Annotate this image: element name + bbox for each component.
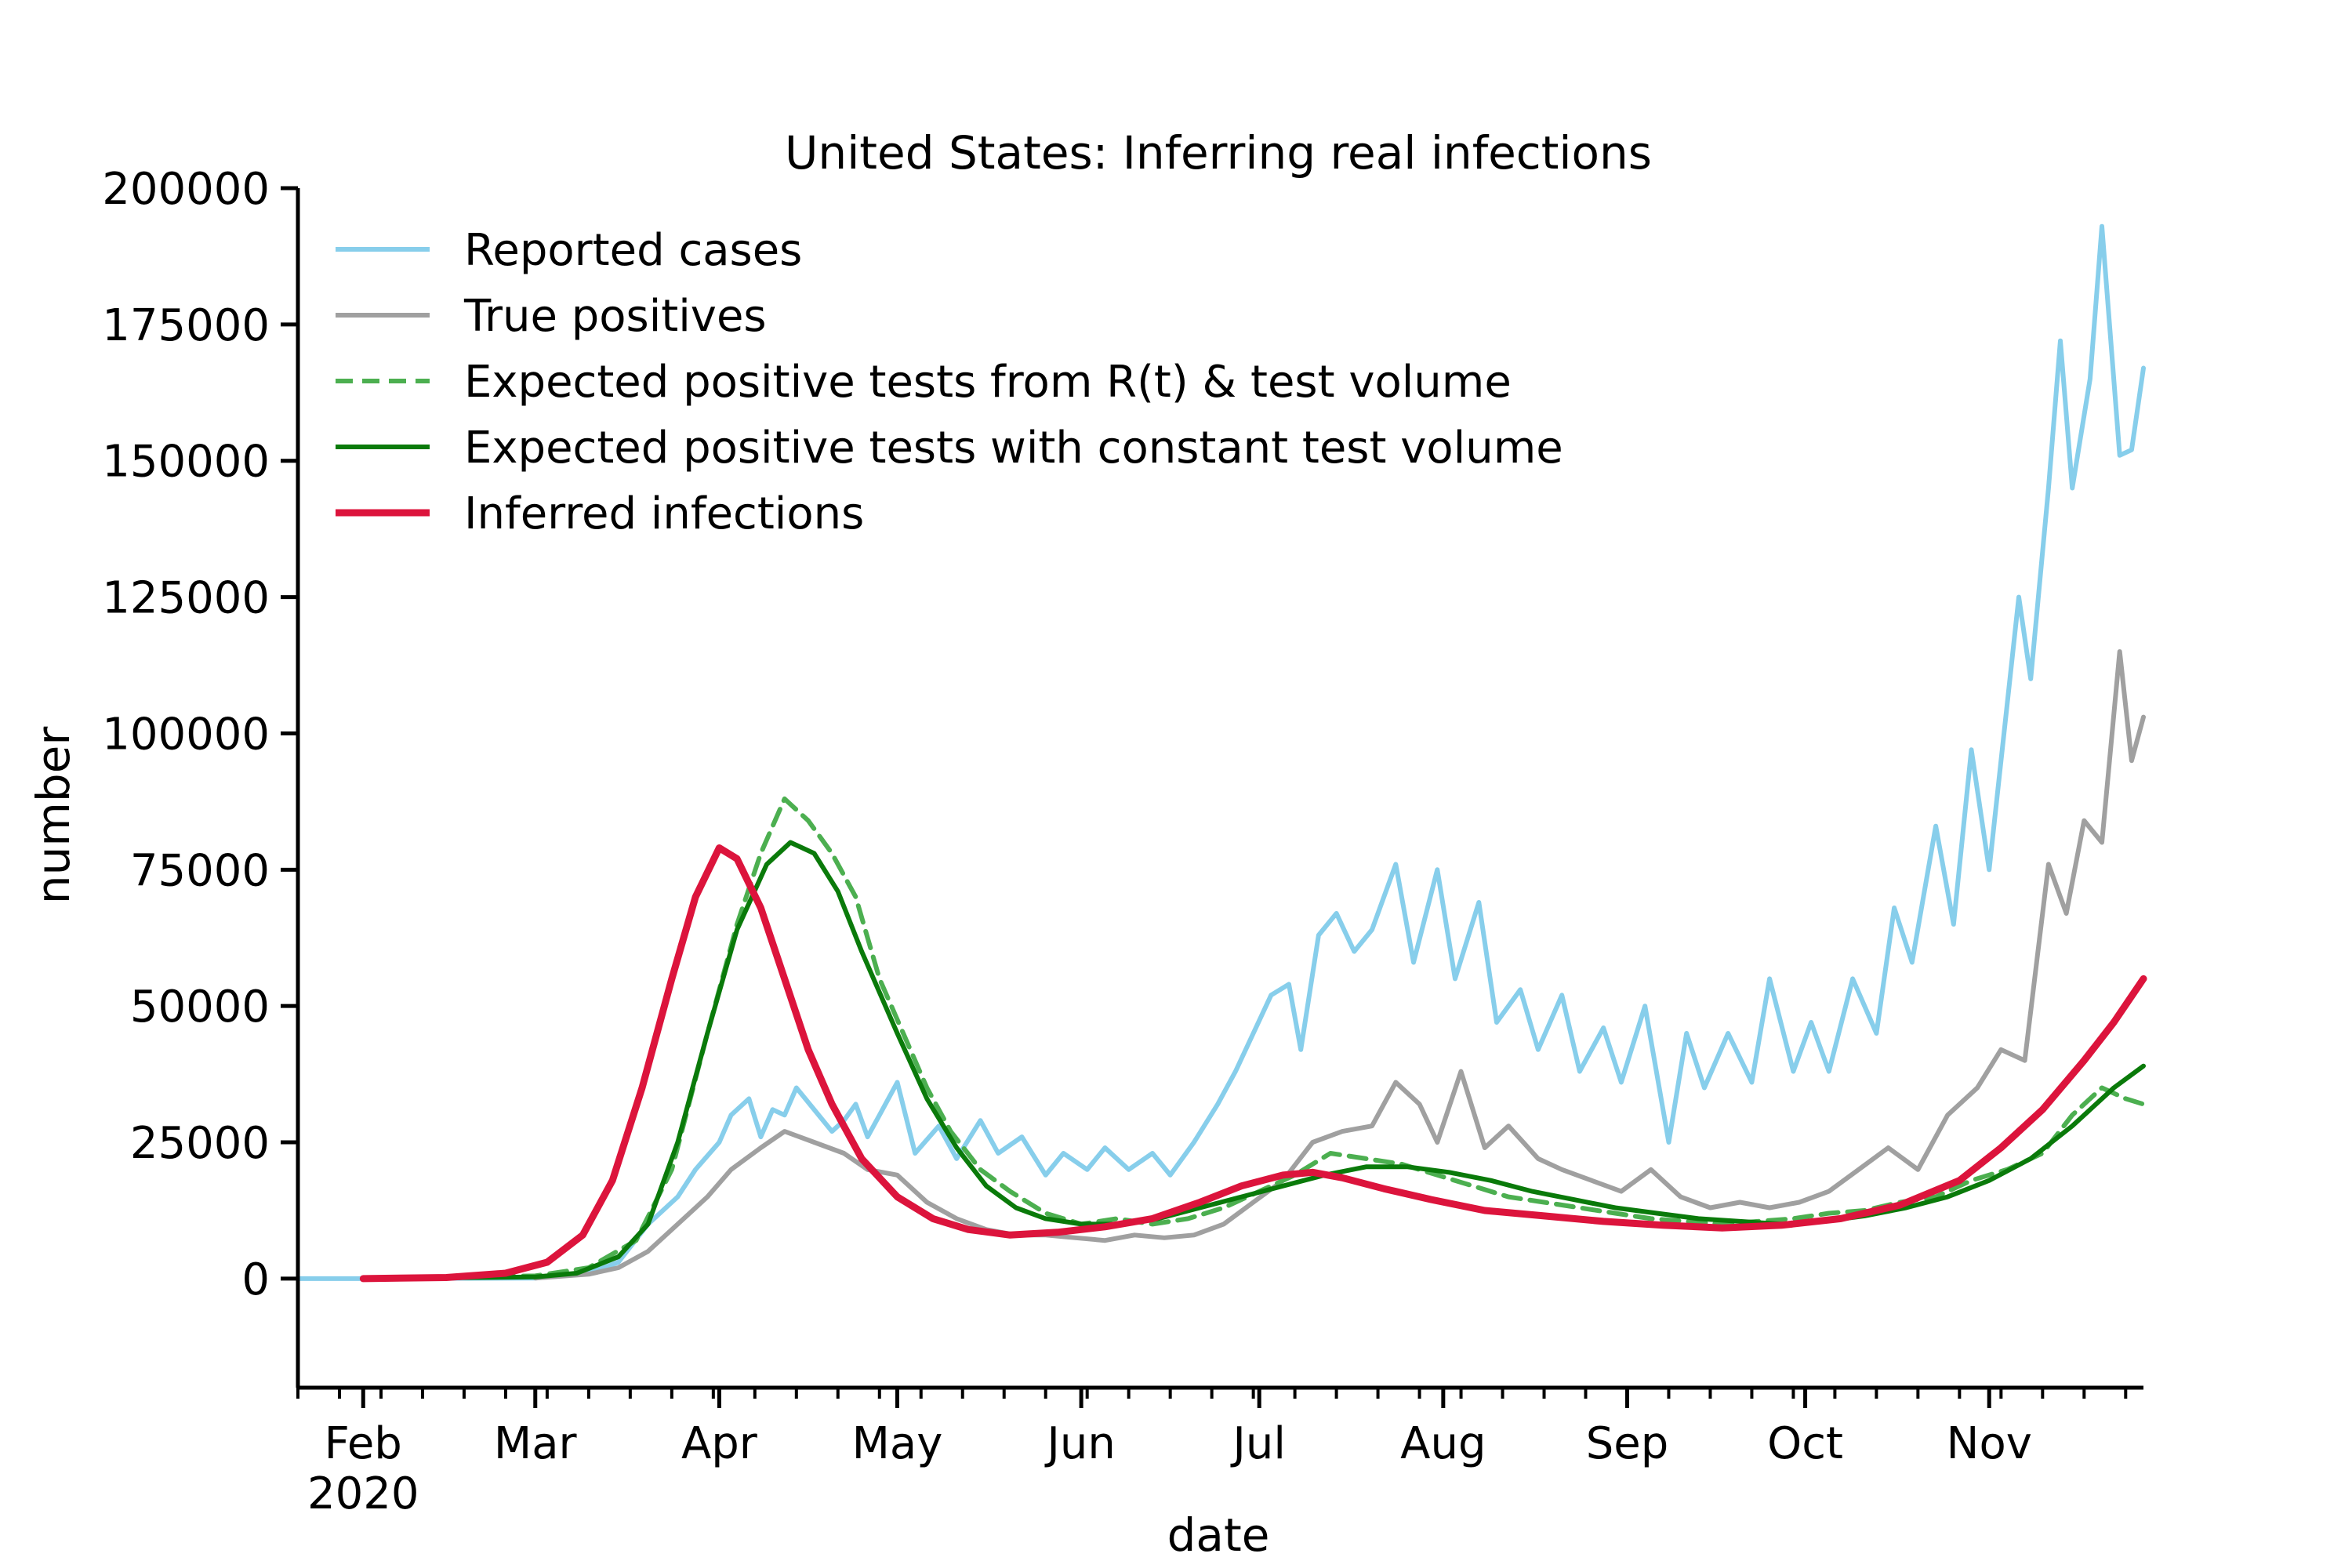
y-tick-label: 75000 — [130, 845, 270, 896]
chart-title: United States: Inferring real infections — [785, 126, 1652, 180]
x-tick-label: May — [852, 1418, 943, 1469]
x-tick-label: Oct — [1767, 1418, 1843, 1469]
plot-area — [296, 223, 2147, 1283]
x-tick-label: Jul — [1230, 1418, 1286, 1469]
x-axis-label: date — [1167, 1508, 1270, 1562]
legend-label: True positives — [463, 291, 767, 342]
x-tick-label: Nov — [1947, 1418, 2032, 1469]
x-tick-label: Jun — [1044, 1418, 1116, 1469]
y-tick-label: 25000 — [130, 1118, 270, 1169]
legend-label: Reported cases — [464, 225, 802, 276]
y-tick-label: 200000 — [102, 164, 270, 215]
x-tick-label: Sep — [1586, 1418, 1669, 1469]
legend: Reported cases True positives Expected pos… — [336, 225, 1563, 539]
y-tick-label: 150000 — [102, 437, 270, 488]
x-tick-label: Mar — [494, 1418, 578, 1469]
series-line-1 — [532, 649, 2146, 1281]
x-tick-label: Apr — [681, 1418, 758, 1469]
legend-label: Expected positive tests with constant te… — [464, 423, 1563, 474]
y-tick-label: 50000 — [130, 982, 270, 1033]
series-line-4 — [359, 844, 2147, 1283]
y-tick-label: 125000 — [102, 573, 270, 624]
x-tick-sublabel: 2020 — [307, 1468, 419, 1519]
legend-label: Expected positive tests from R(t) & test… — [464, 357, 1512, 408]
axes: 0 25000 50000 75000 100000 125000 150000 175000… — [102, 164, 2143, 1519]
series-line-0 — [296, 223, 2146, 1281]
legend-label: Inferred infections — [464, 488, 864, 539]
x-tick-label: Aug — [1400, 1418, 1486, 1469]
x-tick-label: Feb — [325, 1418, 402, 1469]
y-tick-label: 0 — [241, 1254, 270, 1305]
y-axis-label: number — [27, 727, 80, 905]
y-tick-label: 100000 — [102, 709, 270, 760]
y-tick-label: 175000 — [102, 300, 270, 351]
